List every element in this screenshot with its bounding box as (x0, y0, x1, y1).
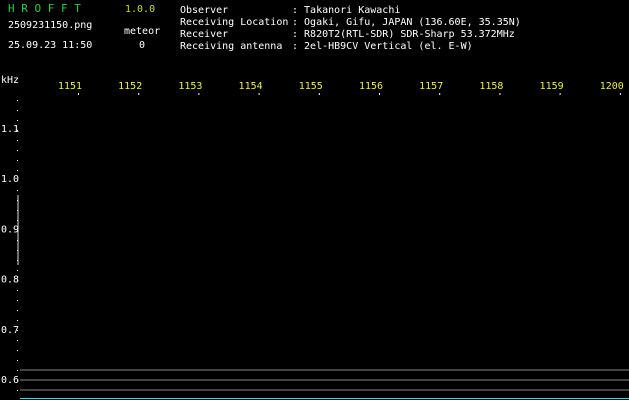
y-tick-label: 0.7 (1, 325, 19, 336)
x-tick (318, 93, 320, 95)
datetime: 25.09.23 11:50 (8, 40, 92, 51)
y-tick-label: 0.8 (1, 275, 19, 286)
y-minor-tick (17, 330, 18, 331)
version: 1.0.0 (125, 4, 155, 15)
x-tick-label: 1200 (600, 81, 624, 92)
y-minor-tick (17, 250, 18, 251)
x-tick-label: 1151 (58, 81, 82, 92)
x-tick-label: 1155 (299, 81, 323, 92)
y-minor-tick (17, 200, 18, 201)
info-label: Receiving antenna (180, 41, 282, 52)
y-tick-label: 0.9 (1, 224, 19, 235)
y-minor-tick (17, 220, 18, 221)
y-minor-tick (17, 360, 18, 361)
y-minor-tick (17, 300, 18, 301)
info-value: : 2el-HB9CV Vertical (el. E-W) (292, 41, 473, 52)
info-value: : R820T2(RTL-SDR) SDR-Sharp 53.372MHz (292, 29, 515, 40)
y-minor-tick (17, 350, 18, 351)
x-tick-label: 1159 (540, 81, 564, 92)
x-tick (559, 93, 561, 95)
y-minor-tick (17, 140, 18, 141)
info-value: : Ogaki, Gifu, JAPAN (136.60E, 35.35N) (292, 17, 521, 28)
y-minor-tick (17, 150, 18, 151)
y-tick-label: 1.1 (1, 124, 19, 135)
x-tick-label: 1157 (419, 81, 443, 92)
y-minor-tick (17, 380, 18, 381)
info-label: Receiver (180, 29, 228, 40)
x-tick-label: 1153 (178, 81, 202, 92)
y-tick-label: 0.6 (1, 375, 19, 386)
y-minor-tick (17, 100, 18, 101)
y-tick-label: 1.0 (1, 174, 19, 185)
x-tick (138, 93, 140, 95)
y-minor-tick (17, 390, 18, 391)
y-minor-tick (17, 320, 18, 321)
info-label: Observer (180, 5, 228, 16)
y-minor-tick (17, 110, 18, 111)
x-tick (439, 93, 441, 95)
info-value: : Takanori Kawachi (292, 5, 400, 16)
axis-unit: kHz (1, 75, 19, 86)
app-name: H R O F F T (8, 2, 81, 15)
y-minor-tick (17, 240, 18, 241)
y-minor-tick (17, 260, 18, 261)
info-label: Receiving Location (180, 17, 288, 28)
y-minor-tick (17, 230, 18, 231)
x-tick-label: 1154 (239, 81, 263, 92)
y-minor-tick (17, 280, 18, 281)
x-tick (499, 93, 501, 95)
x-tick (619, 93, 621, 95)
meteor-label: meteor (124, 26, 160, 37)
x-tick (198, 93, 200, 95)
y-minor-tick (17, 130, 18, 131)
x-tick-label: 1158 (479, 81, 503, 92)
x-tick (258, 93, 260, 95)
y-minor-tick (17, 270, 18, 271)
x-tick-label: 1156 (359, 81, 383, 92)
y-minor-tick (17, 180, 18, 181)
y-minor-tick (17, 310, 18, 311)
y-minor-tick (17, 290, 18, 291)
y-minor-tick (17, 170, 18, 171)
y-minor-tick (17, 340, 18, 341)
file-name: 2509231150.png (8, 20, 92, 31)
x-tick (78, 93, 79, 95)
y-minor-tick (17, 160, 18, 161)
y-minor-tick (17, 120, 18, 121)
x-tick-label: 1152 (118, 81, 142, 92)
meteor-count: 0 (139, 40, 145, 51)
x-tick (379, 93, 380, 95)
y-minor-tick (17, 190, 18, 191)
y-minor-tick (17, 210, 18, 211)
y-minor-tick (17, 370, 18, 371)
